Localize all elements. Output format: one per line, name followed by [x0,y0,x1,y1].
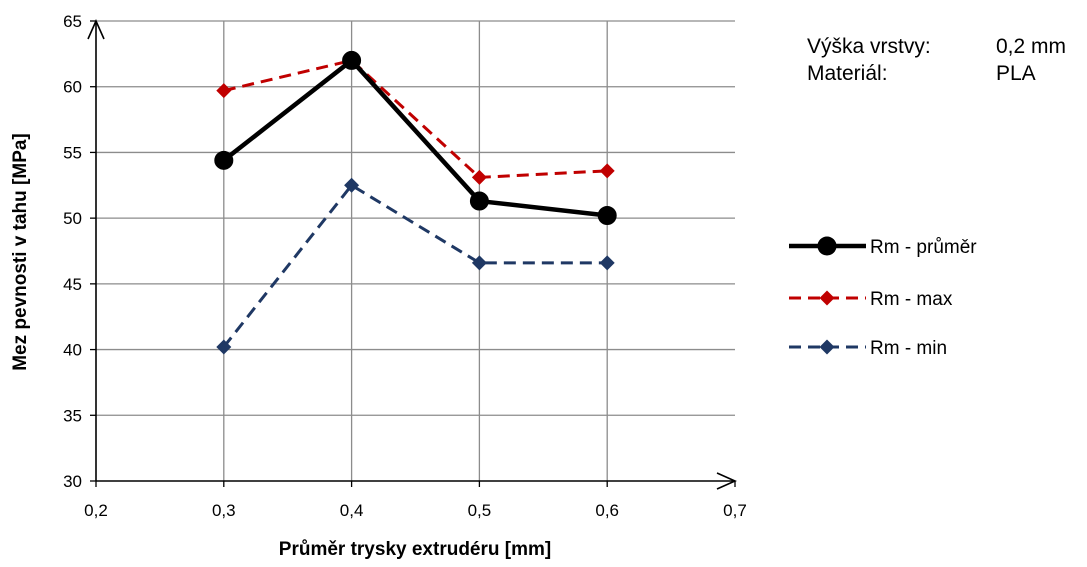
series-line [222,58,608,218]
y-tick-label: 55 [63,143,82,162]
x-tick-label: 0,3 [212,501,236,520]
legend-item: Rm - max [789,289,953,310]
info-label-material: Materiál: [807,62,888,85]
x-tick-label: 0,4 [340,501,364,520]
data-point [599,255,615,271]
data-point [471,255,487,271]
series-0 [214,50,617,226]
x-tick-label: 0,6 [595,501,619,520]
y-tick-label: 35 [63,406,82,425]
data-point [216,83,232,99]
legend-label: Rm - min [870,338,947,359]
data-point [597,206,617,226]
info-label-layer-height: Výška vrstvy: [807,35,931,58]
x-axis-title: Průměr trysky extrudéru [mm] [279,539,551,560]
y-tick-label: 30 [63,472,82,491]
axes [87,19,737,490]
data-point [471,169,487,185]
legend-item: Rm - průměr [789,236,977,258]
legend: Rm - průměr Rm - max Rm - min [789,236,977,359]
y-tick-label: 65 [63,12,82,31]
data-point [469,191,489,211]
y-tick-label: 50 [63,209,82,228]
series-line [223,58,608,179]
legend-marker [819,339,835,355]
x-tick-label: 0,7 [723,501,747,520]
y-tick-label: 45 [63,275,82,294]
y-tick-label: 60 [63,78,82,97]
x-tick-label: 0,5 [468,501,492,520]
series-2 [216,177,615,355]
info-value-layer-height: 0,2 mm [996,35,1066,58]
y-axis-title: Mez pevnosti v tahu [MPa] [10,133,31,371]
data-point [344,177,360,193]
data-point [214,150,234,170]
legend-item: Rm - min [789,338,947,359]
info-annotations: Výška vrstvy: 0,2 mm Materiál: PLA [807,35,1066,85]
legend-marker [819,290,835,306]
legend-label: Rm - max [870,289,953,310]
legend-label: Rm - průměr [870,237,977,258]
info-value-material: PLA [996,62,1036,85]
series-line [222,183,608,348]
x-tick-label: 0,2 [84,501,108,520]
y-tick-label: 40 [63,341,82,360]
data-point [599,163,615,179]
data-point [342,50,362,70]
data-point [216,339,232,355]
series [214,50,617,355]
grid [96,20,735,481]
legend-marker [817,236,837,256]
tick-labels: 30 35 40 45 50 55 60 65 0,2 0,3 0,4 0,5 0,6 0,7 [63,12,747,520]
